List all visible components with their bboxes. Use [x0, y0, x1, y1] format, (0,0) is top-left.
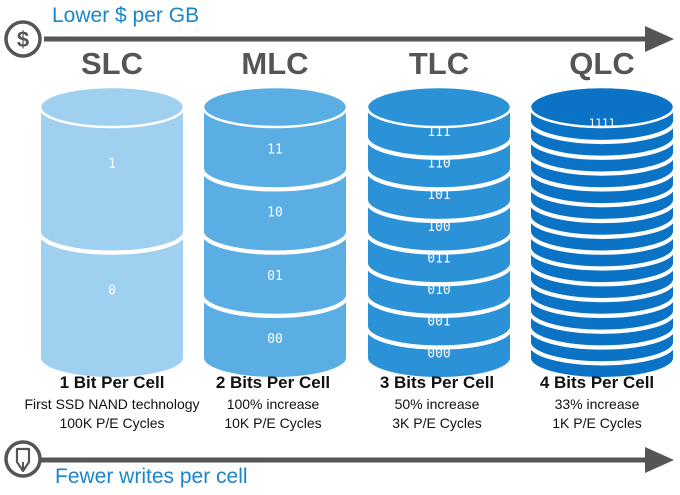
tlc-bits-label: 3 Bits Per Cell [379, 373, 495, 392]
mlc-desc: 100% increase [226, 396, 320, 412]
qlc-cycles: 1K P/E Cycles [552, 415, 642, 431]
qlc-title: QLC [569, 46, 635, 81]
slc-desc: First SSD NAND technology [24, 396, 200, 412]
qlc-slab-top [528, 85, 676, 129]
qlc-bits-label: 4 Bits Per Cell [539, 373, 655, 392]
slc-cycles: 100K P/E Cycles [59, 415, 165, 431]
mlc-cylinder: 00 01 10 11 [201, 85, 349, 379]
slc-bit-label: 0 [108, 284, 116, 299]
mlc-bit-label: 01 [267, 269, 283, 284]
slc-slab [39, 106, 185, 253]
pen-icon [4, 440, 42, 478]
tlc-bit-label: 010 [427, 283, 450, 298]
top-caption: Lower $ per GB [52, 4, 200, 27]
tlc-slab-top [365, 85, 513, 129]
mlc-slab-top [201, 85, 349, 129]
mlc-bit-label: 10 [267, 206, 283, 221]
qlc-bit-label: 1111 [589, 117, 616, 130]
slc-cylinder: 01 [38, 85, 186, 379]
mlc-slab [202, 295, 348, 379]
bottom-arrow [40, 447, 674, 473]
top-arrow [44, 26, 674, 52]
tlc-bit-label: 100 [427, 220, 450, 235]
qlc-cylinder: 0000000100100011010001010110011110001001… [528, 85, 676, 379]
qlc-desc: 33% increase [554, 396, 640, 412]
tlc-bit-label: 101 [427, 188, 450, 203]
slc-bit-label: 1 [108, 157, 116, 172]
tlc-desc: 50% increase [394, 396, 480, 412]
mlc-slab [202, 169, 348, 253]
mlc-bits-label: 2 Bits Per Cell [215, 373, 331, 392]
tlc-bit-label: 000 [427, 346, 450, 361]
mlc-slab [202, 232, 348, 316]
tlc-bit-label: 011 [427, 251, 450, 266]
cylinder-stacks: 0100011011000001010011100101110111000000… [38, 85, 676, 379]
tlc-cycles: 3K P/E Cycles [392, 415, 482, 431]
tlc-bit-label: 111 [427, 125, 450, 140]
slc-slab-top [38, 85, 186, 129]
tlc-bit-label: 001 [427, 315, 450, 330]
mlc-bit-label: 11 [267, 142, 283, 157]
tlc-cylinder: 000 001 010 011 100 101 110 111 [365, 85, 513, 379]
tlc-title: TLC [408, 46, 470, 81]
slc-bits-label: 1 Bit Per Cell [59, 373, 165, 392]
dollar-icon: $ [4, 20, 42, 58]
mlc-slab [202, 106, 348, 190]
slc-slab [39, 232, 185, 379]
slc-title: SLC [81, 46, 143, 81]
mlc-bit-label: 00 [267, 332, 283, 347]
bottom-caption: Fewer writes per cell [55, 465, 248, 488]
svg-text:$: $ [17, 27, 29, 52]
tlc-bit-label: 110 [427, 157, 450, 172]
mlc-title: MLC [241, 46, 309, 81]
mlc-cycles: 10K P/E Cycles [224, 415, 322, 431]
